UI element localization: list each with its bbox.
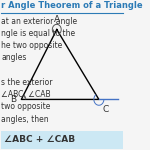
Text: angles: angles <box>1 53 27 62</box>
Text: at an exterior angle: at an exterior angle <box>1 17 78 26</box>
FancyBboxPatch shape <box>1 131 123 149</box>
Text: ∠ABC + ∠CAB: ∠ABC + ∠CAB <box>4 135 75 144</box>
Text: ngle is equal to the: ngle is equal to the <box>1 29 75 38</box>
Text: C: C <box>102 105 108 114</box>
Text: he two opposite: he two opposite <box>1 41 63 50</box>
Text: B: B <box>11 95 17 104</box>
Text: angles, then: angles, then <box>1 115 49 124</box>
Text: two opposite: two opposite <box>1 102 51 111</box>
Text: A: A <box>54 15 60 24</box>
Text: s the exterior: s the exterior <box>1 78 53 87</box>
Text: ∠ABC, ∠CAB: ∠ABC, ∠CAB <box>1 90 51 99</box>
Text: r Angle Theorem of a Triangle: r Angle Theorem of a Triangle <box>1 1 143 10</box>
